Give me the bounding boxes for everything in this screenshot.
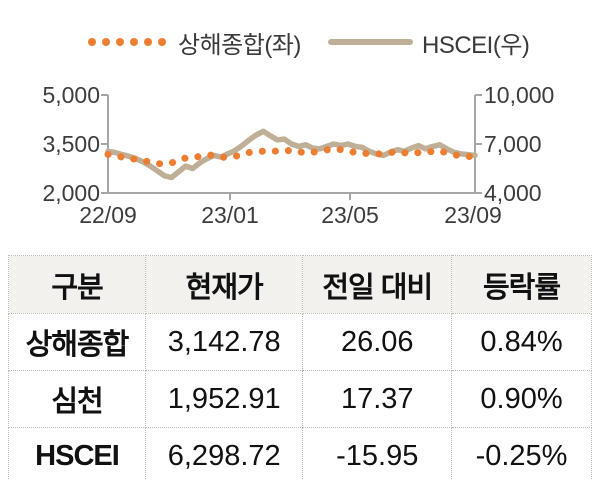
- row-label: 상해종합: [8, 313, 146, 371]
- legend-label-shanghai: 상해종합(좌): [178, 31, 301, 59]
- rate-value: 0.90%: [451, 370, 592, 428]
- index-quote-table: 구분 현재가 전일 대비 등락률 상해종합 3,142.78 26.06 0.8…: [8, 255, 592, 480]
- x-axis-tick-2301: 23/01: [201, 202, 259, 228]
- left-axis-tick-2000: 2,000: [42, 180, 100, 206]
- shanghai-dotted-marker-icon: [88, 38, 166, 46]
- chart-series-group: [104, 128, 479, 181]
- header-price: 현재가: [144, 255, 304, 314]
- left-axis-tick-3500: 3,500: [42, 131, 100, 157]
- price-value: 1,952.91: [144, 370, 304, 428]
- legend-item-shanghai: 상해종합(좌): [88, 28, 301, 59]
- change-value: -15.95: [302, 427, 453, 480]
- row-label: 심천: [8, 370, 146, 428]
- table-row-shanghai: 상해종합 3,142.78 26.06 0.84%: [8, 313, 592, 371]
- header-change: 전일 대비: [302, 255, 453, 314]
- x-axis-tick-2209: 22/09: [79, 202, 137, 228]
- line-chart-plot: [101, 94, 482, 200]
- table-row-shenzhen: 심천 1,952.91 17.37 0.90%: [8, 370, 592, 428]
- x-axis-tick-2305: 23/05: [321, 202, 379, 228]
- rate-value: -0.25%: [451, 427, 592, 480]
- legend-item-hscei: HSCEI(우): [328, 28, 530, 59]
- row-label: HSCEI: [8, 427, 146, 480]
- change-value: 26.06: [302, 313, 453, 371]
- chart-axes: [101, 94, 482, 200]
- table-row-hscei: HSCEI 6,298.72 -15.95 -0.25%: [8, 427, 592, 480]
- price-value: 6,298.72: [144, 427, 304, 480]
- right-axis-tick-4000: 4,000: [484, 180, 542, 206]
- header-category: 구분: [8, 255, 146, 314]
- price-value: 3,142.78: [144, 313, 304, 371]
- header-change-rate: 등락률: [451, 255, 592, 314]
- left-axis-tick-5000: 5,000: [42, 82, 100, 108]
- rate-value: 0.84%: [451, 313, 592, 371]
- hscei-line-marker-icon: [328, 39, 413, 45]
- right-axis-tick-10000: 10,000: [484, 82, 555, 108]
- x-axis-tick-2309: 23/09: [444, 202, 502, 228]
- right-axis-tick-7000: 7,000: [484, 131, 542, 157]
- legend-label-hscei: HSCEI(우): [422, 31, 530, 59]
- change-value: 17.37: [302, 370, 453, 428]
- table-header-row: 구분 현재가 전일 대비 등락률: [8, 255, 592, 314]
